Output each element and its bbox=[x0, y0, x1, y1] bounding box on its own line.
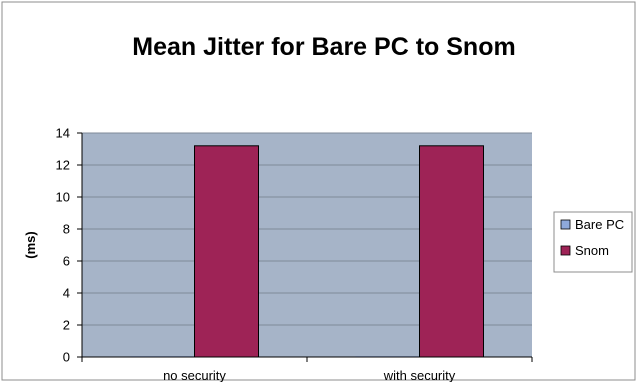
x-tick-labels: no security with security bbox=[81, 357, 533, 382]
y-tick-label: 14 bbox=[56, 126, 70, 141]
chart-title: Mean Jitter for Bare PC to Snom bbox=[132, 33, 515, 61]
y-tick-label: 6 bbox=[63, 254, 70, 269]
legend-swatch bbox=[560, 245, 571, 256]
legend-label: Snom bbox=[575, 243, 609, 258]
legend-label: Bare PC bbox=[575, 217, 624, 232]
y-tick-label: 0 bbox=[63, 350, 70, 365]
y-tick-label: 10 bbox=[56, 190, 70, 205]
y-tick-label: 4 bbox=[63, 286, 70, 301]
x-tick-label: with security bbox=[383, 368, 456, 382]
y-tick-label: 8 bbox=[63, 222, 70, 237]
bars bbox=[130, 145, 484, 358]
bar-snom bbox=[194, 145, 259, 358]
y-tick-labels: 0 2 4 6 8 10 12 14 bbox=[56, 126, 82, 365]
y-axis-label: (ms) bbox=[23, 231, 38, 258]
x-tick-label: no security bbox=[163, 368, 226, 382]
bar-snom bbox=[419, 145, 484, 358]
legend-swatch bbox=[560, 219, 571, 230]
y-tick-label: 2 bbox=[63, 318, 70, 333]
legend: Bare PC Snom bbox=[553, 211, 633, 273]
y-tick-label: 12 bbox=[56, 158, 70, 173]
